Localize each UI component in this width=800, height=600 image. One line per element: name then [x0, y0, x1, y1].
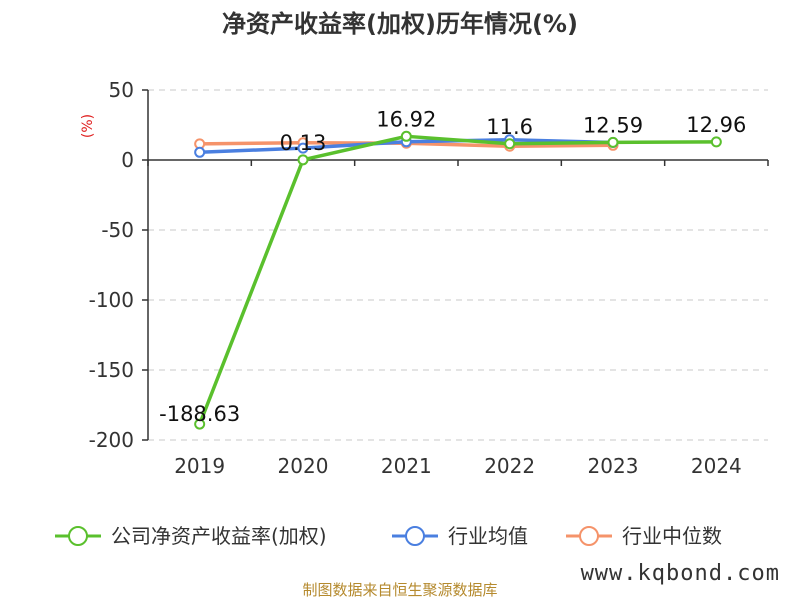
watermark: www.kqbond.com — [581, 561, 780, 586]
y-tick-label: 0 — [121, 148, 134, 172]
data-labels: -188.63 0.13 16.92 11.6 12.59 12.96 — [159, 107, 746, 426]
x-tick-label: 2021 — [381, 454, 432, 478]
legend-label-2: 行业中位数 — [622, 524, 722, 548]
y-tick-label: -100 — [89, 288, 134, 312]
data-label: 12.59 — [583, 113, 643, 137]
y-tick-label: -150 — [89, 358, 134, 382]
data-label: -188.63 — [159, 402, 240, 426]
data-point-0-3 — [504, 138, 516, 150]
axes — [142, 89, 769, 441]
y-tick-labels: 50 0 -50 -100 -150 -200 — [89, 78, 134, 452]
source-note: 制图数据来自恒生聚源数据库 — [302, 581, 497, 599]
y-tick-label: -200 — [89, 428, 134, 452]
series-line-0 — [198, 134, 717, 425]
gridlines — [148, 89, 768, 441]
x-tick-label: 2022 — [484, 454, 535, 478]
data-point-0-2 — [400, 130, 412, 142]
legend-marker-2 — [579, 526, 599, 546]
x-tick-label: 2023 — [588, 454, 639, 478]
y-tick-label: 50 — [109, 78, 134, 102]
y-axis-label: (%) — [80, 114, 96, 138]
legend: 公司净资产收益率(加权) 行业均值 行业中位数 — [55, 524, 722, 548]
data-point-0-4 — [607, 136, 619, 148]
data-point-0-1 — [297, 154, 309, 166]
legend-label-1: 行业均值 — [448, 524, 528, 548]
data-label: 16.92 — [376, 107, 436, 131]
x-tick-label: 2024 — [691, 454, 742, 478]
legend-marker-0 — [68, 526, 88, 546]
data-label: 0.13 — [280, 131, 327, 155]
data-label: 11.6 — [486, 115, 533, 139]
data-point-0-5 — [710, 136, 722, 148]
y-tick-label: -50 — [101, 218, 134, 242]
x-tick-label: 2019 — [174, 454, 225, 478]
data-label: 12.96 — [686, 113, 746, 137]
legend-marker-1 — [405, 526, 425, 546]
x-tick-label: 2020 — [278, 454, 329, 478]
x-tick-labels: 2019 2020 2021 2022 2023 2024 — [174, 454, 742, 478]
data-point-0-0 — [194, 418, 206, 430]
data-point-1-1 — [297, 142, 309, 154]
data-point-1-0 — [194, 146, 206, 158]
series-group — [194, 130, 722, 430]
legend-label-0: 公司净资产收益率(加权) — [111, 524, 327, 548]
chart-title: 净资产收益率(加权)历年情况(%) — [222, 10, 578, 38]
